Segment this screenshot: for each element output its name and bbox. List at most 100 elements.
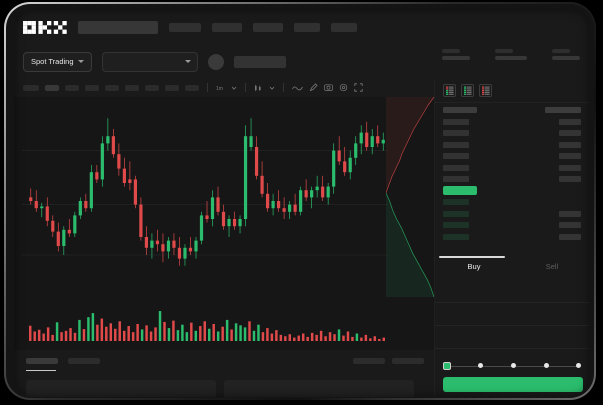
table-row[interactable] (435, 127, 590, 139)
table-row[interactable] (435, 104, 590, 116)
table-row[interactable] (435, 139, 590, 151)
ticker-stat-1 (442, 49, 470, 60)
fullscreen-icon[interactable] (354, 83, 363, 92)
ticker-stat-label (442, 49, 460, 53)
orderbook-amount-cell (559, 233, 581, 240)
tab-sell[interactable]: Sell (545, 262, 559, 271)
ticker-stat-label (552, 49, 570, 53)
orderbook-mode-both[interactable] (443, 84, 456, 97)
amount-percent-slider[interactable] (443, 361, 583, 371)
table-row[interactable] (435, 150, 590, 162)
orderbook-price-cell (443, 222, 469, 228)
orderbook-price-cell (443, 118, 469, 125)
timeframe-button-8[interactable] (165, 84, 179, 91)
okx-logo[interactable] (23, 20, 67, 34)
tab-buy[interactable]: Buy (467, 262, 481, 271)
table-row[interactable] (435, 219, 590, 231)
indicator-wave-icon[interactable] (292, 84, 303, 92)
slider-handle[interactable] (443, 361, 451, 370)
search-input[interactable] (78, 20, 158, 34)
orders-tab-list (26, 358, 100, 364)
timeframe-button-4[interactable] (85, 84, 99, 91)
orderbook-amount-cell (559, 176, 581, 182)
table-row[interactable] (435, 231, 590, 243)
coin-avatar (207, 53, 224, 70)
active-tab-indicator (26, 370, 56, 371)
chevron-down-icon (184, 60, 191, 63)
drawing-pencil-icon[interactable] (309, 83, 318, 92)
chart-type-dropdown-icon[interactable] (269, 85, 275, 91)
nav-item-1[interactable] (169, 22, 201, 32)
nav-item-4[interactable] (294, 22, 320, 32)
candlestick-chart[interactable] (14, 97, 434, 350)
table-row[interactable] (435, 196, 590, 208)
timeframe-button-1[interactable] (23, 84, 39, 91)
order-type-field[interactable] (435, 280, 590, 303)
nav-item-3[interactable] (253, 22, 283, 32)
interval-icon[interactable]: 1m (216, 84, 225, 92)
spot-trading-selector[interactable]: Spot Trading (23, 51, 92, 72)
orderbook-amount-cell (559, 118, 581, 125)
amount-field[interactable] (435, 326, 590, 349)
ticker-stat-2 (495, 49, 527, 60)
slider-stop-50[interactable] (511, 363, 516, 368)
slider-stop-75[interactable] (544, 363, 549, 368)
orderbook-price-cell (443, 199, 469, 205)
orderbook-trade-panel: Buy Sell (434, 78, 590, 397)
orderbook-current-price-row[interactable] (435, 185, 590, 197)
orderbook-price-cell (443, 164, 469, 171)
timeframe-button-2[interactable] (45, 84, 59, 91)
orderbook-mode-asks[interactable] (479, 84, 492, 97)
trade-form-fields (435, 280, 590, 372)
table-row[interactable] (435, 162, 590, 174)
camera-icon[interactable] (324, 83, 333, 92)
order-card-2[interactable] (224, 380, 414, 397)
price-chart-panel[interactable] (14, 97, 434, 350)
orderbook-price-cell (443, 210, 469, 217)
orders-card-list (26, 380, 414, 397)
top-navigation-bar (14, 9, 590, 45)
orderbook-bids-icon (463, 86, 472, 95)
market-depth-chart (386, 97, 434, 297)
settings-gear-icon[interactable] (339, 83, 348, 92)
submit-buy-button[interactable] (443, 377, 583, 392)
table-row[interactable] (435, 116, 590, 128)
orderbook-amount-cell (559, 210, 581, 217)
slider-stop-25[interactable] (478, 363, 483, 368)
interval-dropdown-icon[interactable] (231, 85, 237, 91)
tab-open-orders[interactable] (26, 358, 58, 364)
table-row[interactable] (435, 173, 590, 185)
nav-item-2[interactable] (212, 22, 242, 32)
orderbook-amount-cell (559, 141, 581, 148)
nav-item-5[interactable] (331, 22, 357, 32)
slider-stop-100[interactable] (576, 363, 581, 368)
price-field[interactable] (435, 303, 590, 326)
timeframe-button-9[interactable] (185, 84, 199, 91)
order-card-1[interactable] (26, 380, 216, 397)
orderbook-price-cell (443, 176, 469, 182)
timeframe-button-6[interactable] (125, 84, 139, 91)
app-screen: Spot Trading (14, 9, 590, 397)
timeframe-button-3[interactable] (65, 84, 79, 91)
timeframe-button-7[interactable] (145, 84, 159, 91)
orderbook-divider (435, 102, 590, 103)
volume-bars-chart (29, 311, 385, 341)
orderbook-price-cell (443, 107, 477, 113)
toolbar-divider (207, 83, 208, 92)
tab-order-history[interactable] (68, 358, 100, 364)
chevron-down-icon (77, 60, 84, 63)
timeframe-button-5[interactable] (105, 84, 119, 91)
ticker-stat-value (495, 56, 527, 60)
orderbook-rows[interactable] (435, 104, 590, 242)
bottom-action-2[interactable] (392, 358, 424, 364)
orderbook-mode-bids[interactable] (461, 84, 474, 97)
orderbook-view-modes (443, 84, 492, 97)
orderbook-amount-cell (559, 222, 581, 228)
orderbook-amount-cell (559, 164, 581, 171)
trading-pair-selector[interactable] (101, 51, 198, 72)
chart-type-icon[interactable] (254, 84, 263, 92)
orderbook-price-cell (443, 130, 469, 136)
bottom-action-1[interactable] (353, 358, 385, 364)
table-row[interactable] (435, 208, 590, 220)
